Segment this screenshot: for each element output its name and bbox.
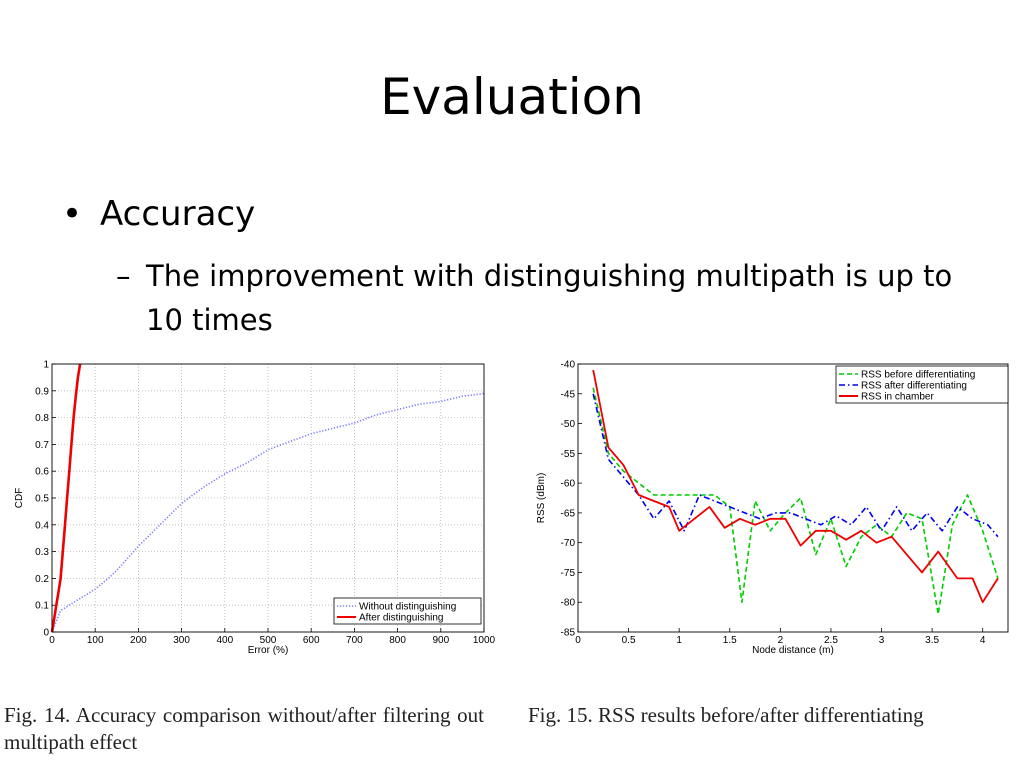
sub-bullet-text: The improvement with distinguishing mult… [146, 259, 953, 337]
plot-frame [51, 363, 485, 633]
y-tick-label: -55 [561, 449, 576, 460]
y-tick-label: 0.4 [35, 520, 49, 531]
x-tick-label: 400 [216, 635, 233, 646]
rss-chart: 0 0.5 1 1.5 2 2.5 3 3.5 4 -40 -45 -50 -55 -60 -65 -70 -7… [536, 360, 1009, 656]
x-tick-label: 2.5 [824, 635, 838, 646]
x-tick-label: 1.5 [723, 635, 737, 646]
slide-title: Evaluation [380, 68, 644, 126]
series-line-2 [592, 393, 999, 538]
y-tick-label: 0.9 [35, 386, 49, 397]
sub-bullet-dash: – [116, 259, 131, 293]
y-tick-label: 0.2 [35, 574, 49, 585]
x-axis-label: Error (%) [248, 645, 289, 656]
y-tick-label: 0.5 [35, 494, 49, 505]
x-tick-label: 200 [130, 635, 147, 646]
y-tick-label: 0.6 [35, 467, 49, 478]
y-tick-label: -40 [561, 360, 576, 371]
series-line-1 [592, 387, 999, 615]
y-tick-label: -60 [561, 479, 576, 490]
x-tick-label: 2 [778, 635, 784, 646]
y-tick-label: -50 [561, 419, 576, 430]
y-axis-label: RSS (dBm) [536, 473, 547, 524]
y-tick-label: -75 [561, 568, 576, 579]
x-tick-label: 500 [260, 635, 277, 646]
plot-frame [577, 363, 1009, 633]
legend-label: RSS before differentiating [861, 370, 975, 381]
cdf-chart: 0 100 200 300 400 500 600 700 800 900 1000 0 0.1 0.2 0… [14, 360, 496, 657]
legend-label: RSS after differentiating [861, 381, 967, 392]
bullet-accuracy: • Accuracy [62, 192, 255, 236]
bullet-dot: • [62, 194, 83, 234]
x-tick-label: 1000 [473, 635, 496, 646]
x-tick-label: 800 [389, 635, 406, 646]
legend-label: Without distinguishing [359, 602, 456, 613]
series-line-2 [50, 363, 82, 633]
x-tick-label: 700 [346, 635, 363, 646]
y-tick-label: -85 [561, 628, 576, 639]
x-tick-label: 4 [980, 635, 986, 646]
x-tick-label: 900 [432, 635, 449, 646]
series-line-1 [51, 392, 485, 633]
x-tick-label: 300 [173, 635, 190, 646]
bullet-accuracy-text: Accuracy [100, 194, 256, 234]
legend-box [835, 365, 1009, 404]
x-tick-label: 100 [87, 635, 104, 646]
legend-label: After distinguishing [359, 613, 444, 624]
y-tick-label: 0 [43, 628, 49, 639]
plot-area [578, 364, 1008, 632]
figure-14-caption: Fig. 14. Accuracy comparison without/aft… [4, 703, 484, 754]
y-tick-label: -70 [561, 538, 576, 549]
y-tick-label: 0.1 [35, 601, 49, 612]
x-tick-label: 3 [879, 635, 885, 646]
y-tick-label: -80 [561, 598, 576, 609]
x-tick-label: 600 [303, 635, 320, 646]
x-tick-label: 0.5 [622, 635, 636, 646]
y-tick-label: 0.3 [35, 547, 49, 558]
series-line-3 [592, 369, 999, 604]
y-tick-label: 0.8 [35, 413, 49, 424]
y-tick-label: 0.7 [35, 440, 49, 451]
x-tick-label: 0 [49, 635, 55, 646]
y-tick-label: 1 [43, 360, 49, 371]
x-tick-label: 1 [676, 635, 682, 646]
sub-bullet: – The improvement with distinguishing mu… [116, 254, 996, 342]
y-tick-label: -65 [561, 508, 576, 519]
y-axis-label: CDF [14, 488, 25, 509]
x-tick-label: 3.5 [925, 635, 939, 646]
figure-15-caption: Fig. 15. RSS results before/after differ… [528, 703, 924, 727]
legend-box [333, 597, 482, 625]
x-tick-label: 0 [575, 635, 581, 646]
y-tick-label: -45 [561, 389, 576, 400]
x-axis-label: Node distance (m) [752, 645, 834, 656]
legend-label: RSS in chamber [861, 392, 934, 403]
